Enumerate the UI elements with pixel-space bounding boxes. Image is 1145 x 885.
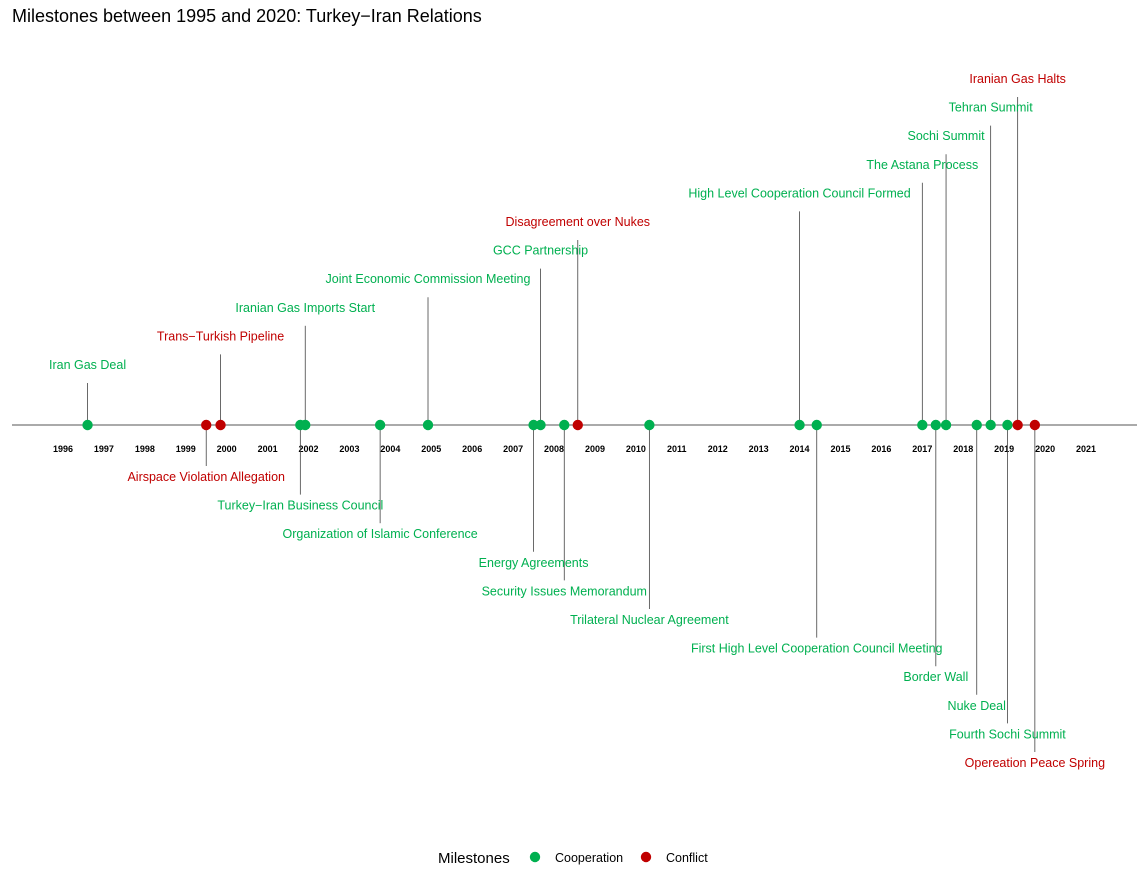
legend-key <box>529 851 541 863</box>
event-point <box>559 419 570 431</box>
event-label: Trilateral Nuclear Agreement <box>570 613 729 627</box>
event-label: High Level Cooperation Council Formed <box>688 186 910 200</box>
tick-label: 1997 <box>94 444 114 454</box>
event-label: Nuke Deal <box>948 699 1006 713</box>
tick-label: 2018 <box>953 444 973 454</box>
event-point <box>1012 419 1023 431</box>
tick-label: 2019 <box>994 444 1014 454</box>
event-label: Iranian Gas Imports Start <box>235 301 375 315</box>
event-point <box>374 419 386 431</box>
event-label: Iranian Gas Halts <box>969 72 1066 86</box>
event-point <box>1029 419 1041 431</box>
tick-label: 2007 <box>503 444 523 454</box>
tick-label: 2012 <box>708 444 728 454</box>
event-point <box>985 419 996 431</box>
tick-label: 2016 <box>871 444 891 454</box>
event-label: Disagreement over Nukes <box>506 215 651 229</box>
event-label: Iran Gas Deal <box>49 358 126 372</box>
tick-label: 2006 <box>462 444 482 454</box>
event-label: Trans−Turkish Pipeline <box>157 329 284 343</box>
event-labels: Iran Gas Deal Airspace Violation Allegati… <box>49 72 1105 770</box>
tick-label: 2008 <box>544 444 564 454</box>
tick-label: 2021 <box>1076 444 1096 454</box>
event-point <box>811 419 822 431</box>
tick-label: 2011 <box>667 444 687 454</box>
legend-label: Conflict <box>666 851 708 865</box>
event-label: The Astana Process <box>866 158 978 172</box>
event-label: Opereation Peace Spring <box>965 756 1105 770</box>
event-point <box>940 419 952 431</box>
event-point <box>1002 419 1013 431</box>
event-label: Energy Agreements <box>479 556 589 570</box>
legend-items: Cooperation Conflict <box>529 851 708 865</box>
event-point <box>215 419 226 431</box>
legend-key <box>640 851 652 863</box>
tick-label: 1999 <box>176 444 196 454</box>
tick-label: 1998 <box>135 444 155 454</box>
legend-label: Cooperation <box>555 851 623 865</box>
event-stems <box>87 97 1036 752</box>
tick-label: 2015 <box>830 444 850 454</box>
event-point <box>930 419 942 431</box>
tick-label: 2009 <box>585 444 605 454</box>
event-point <box>572 419 583 431</box>
tick-label: 2001 <box>258 444 278 454</box>
event-point <box>535 419 546 431</box>
tick-label: 2013 <box>749 444 769 454</box>
legend-title: Milestones <box>438 850 510 867</box>
tick-label: 2002 <box>299 444 319 454</box>
event-points <box>82 419 1041 431</box>
event-label: Joint Economic Commission Meeting <box>326 272 531 286</box>
event-point <box>82 419 93 431</box>
event-label: First High Level Cooperation Council Mee… <box>691 642 943 656</box>
event-label: Border Wall <box>903 670 968 684</box>
legend: Milestones Cooperation Conflict <box>438 850 708 867</box>
event-label: Security Issues Memorandum <box>482 584 647 598</box>
event-point <box>300 419 311 431</box>
tick-label: 1996 <box>53 444 73 454</box>
tick-label: 2000 <box>217 444 237 454</box>
chart-title: Milestones between 1995 and 2020: Turkey… <box>12 6 482 26</box>
event-point <box>971 419 982 431</box>
tick-label: 2017 <box>912 444 932 454</box>
year-ticks: 1996 1997 1998 1999 2000 2001 2002 2003 2004 2005… <box>53 444 1096 454</box>
event-point <box>201 419 212 431</box>
event-point <box>644 419 655 431</box>
event-point <box>917 419 928 431</box>
event-label: Tehran Summit <box>949 101 1034 115</box>
event-label: Organization of Islamic Conference <box>283 527 478 541</box>
tick-label: 2014 <box>790 444 810 454</box>
event-point <box>794 419 805 431</box>
tick-label: 2010 <box>626 444 646 454</box>
tick-label: 2005 <box>421 444 441 454</box>
event-label: Fourth Sochi Summit <box>949 727 1066 741</box>
tick-label: 2004 <box>380 444 400 454</box>
event-label: Turkey−Iran Business Council <box>217 499 383 513</box>
event-label: Sochi Summit <box>907 129 985 143</box>
event-label: Airspace Violation Allegation <box>127 470 285 484</box>
event-label: GCC Partnership <box>493 244 588 258</box>
tick-label: 2003 <box>339 444 359 454</box>
tick-label: 2020 <box>1035 444 1055 454</box>
event-point <box>422 419 434 431</box>
